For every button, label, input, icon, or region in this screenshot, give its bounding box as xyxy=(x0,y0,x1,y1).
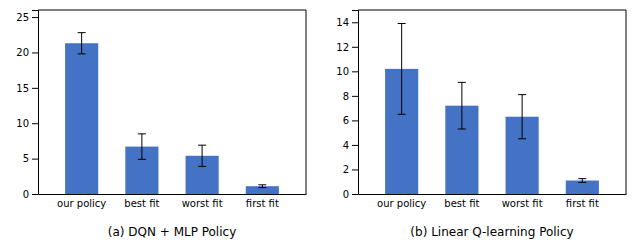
tick: 6 xyxy=(343,115,358,126)
tick: our policy xyxy=(57,198,106,209)
frame-line xyxy=(306,10,307,194)
tick: best fit xyxy=(124,198,159,209)
tick: 12 xyxy=(336,42,358,53)
tick: best fit xyxy=(444,198,479,209)
frame-line xyxy=(358,10,626,11)
tick-label: 10 xyxy=(16,118,29,129)
tick-mark xyxy=(352,47,358,48)
tick-label: 0 xyxy=(343,189,349,200)
title: (b) Linear Q-learning Policy xyxy=(410,225,573,239)
tick-label: 14 xyxy=(336,17,349,28)
error-bar xyxy=(398,23,406,114)
tick-label: 15 xyxy=(16,83,29,94)
error-bar xyxy=(78,33,86,54)
error-bar xyxy=(258,185,266,188)
tick-label: worst fit xyxy=(502,198,543,209)
tick: 25 xyxy=(16,12,38,23)
axis-line xyxy=(32,11,39,195)
tick: 5 xyxy=(23,153,38,164)
error-bar xyxy=(198,145,206,166)
tick-label: 6 xyxy=(343,115,349,126)
tick: first fit xyxy=(246,198,279,209)
tick: worst fit xyxy=(502,198,543,209)
tick: 2 xyxy=(343,164,358,175)
tick-mark xyxy=(32,52,38,53)
tick-label: 0 xyxy=(23,189,29,200)
tick: 20 xyxy=(16,47,38,58)
tick-mark xyxy=(32,194,38,195)
error-bar xyxy=(458,82,466,129)
marks xyxy=(65,33,279,194)
tick-mark xyxy=(32,17,38,18)
tick-mark xyxy=(352,169,358,170)
x-axis: our policy best fit worst fit first fit xyxy=(359,195,627,210)
bar xyxy=(65,43,98,194)
tick-label: our policy xyxy=(57,198,106,209)
tick-label: our policy xyxy=(377,198,426,209)
error-bar xyxy=(138,134,146,159)
tick-label: 8 xyxy=(343,91,349,102)
x-axis: our policy best fit worst fit first fit xyxy=(39,195,307,210)
tick-label: first fit xyxy=(566,198,599,209)
tick-mark xyxy=(32,88,38,89)
y-axis: 0 5 10 15 20 25 xyxy=(16,11,38,200)
chart-container: 0510152025our policybest fitworst fitfir… xyxy=(0,0,640,248)
tick-label: first fit xyxy=(246,198,279,209)
tick-label: 10 xyxy=(336,66,349,77)
frame-line xyxy=(626,10,627,194)
tick: 4 xyxy=(343,140,358,151)
tick: 10 xyxy=(16,118,38,129)
marks xyxy=(385,23,599,194)
tick: first fit xyxy=(566,198,599,209)
tick: 14 xyxy=(336,17,358,28)
error-bar xyxy=(578,179,586,183)
axis-line xyxy=(39,194,307,195)
tick-mark xyxy=(32,123,38,124)
tick-label: 12 xyxy=(336,42,349,53)
tick-mark xyxy=(352,96,358,97)
title: (a) DQN + MLP Policy xyxy=(108,225,236,239)
tick-label: 20 xyxy=(16,47,29,58)
tick: worst fit xyxy=(182,198,223,209)
tick-mark xyxy=(352,22,358,23)
tick-label: 5 xyxy=(23,153,29,164)
tick-label: 25 xyxy=(16,12,29,23)
panel: 0 5 10 15 20 25 our policy best fit worst fit fir… xyxy=(16,10,306,239)
tick: our policy xyxy=(377,198,426,209)
tick-label: best fit xyxy=(124,198,159,209)
tick-label: worst fit xyxy=(182,198,223,209)
tick: 10 xyxy=(336,66,358,77)
panel: 0 2 4 6 8 10 12 14 our policy best fit worst fit fi… xyxy=(336,10,626,239)
tick-mark xyxy=(352,194,358,195)
tick-label: 4 xyxy=(343,140,349,151)
y-axis: 0 2 4 6 8 10 12 14 xyxy=(336,11,358,200)
tick: 8 xyxy=(343,91,358,102)
tick-mark xyxy=(352,71,358,72)
tick: 0 xyxy=(343,189,358,200)
tick-mark xyxy=(32,159,38,160)
tick: 15 xyxy=(16,83,38,94)
tick-label: 2 xyxy=(343,164,349,175)
tick-mark xyxy=(352,145,358,146)
tick-mark xyxy=(352,120,358,121)
axis-line xyxy=(352,11,359,195)
frame-line xyxy=(38,10,306,11)
tick: 0 xyxy=(23,189,38,200)
tick-label: best fit xyxy=(444,198,479,209)
axis-line xyxy=(359,194,627,195)
error-bar xyxy=(518,95,526,139)
figure: 0510152025our policybest fitworst fitfir… xyxy=(0,0,640,248)
